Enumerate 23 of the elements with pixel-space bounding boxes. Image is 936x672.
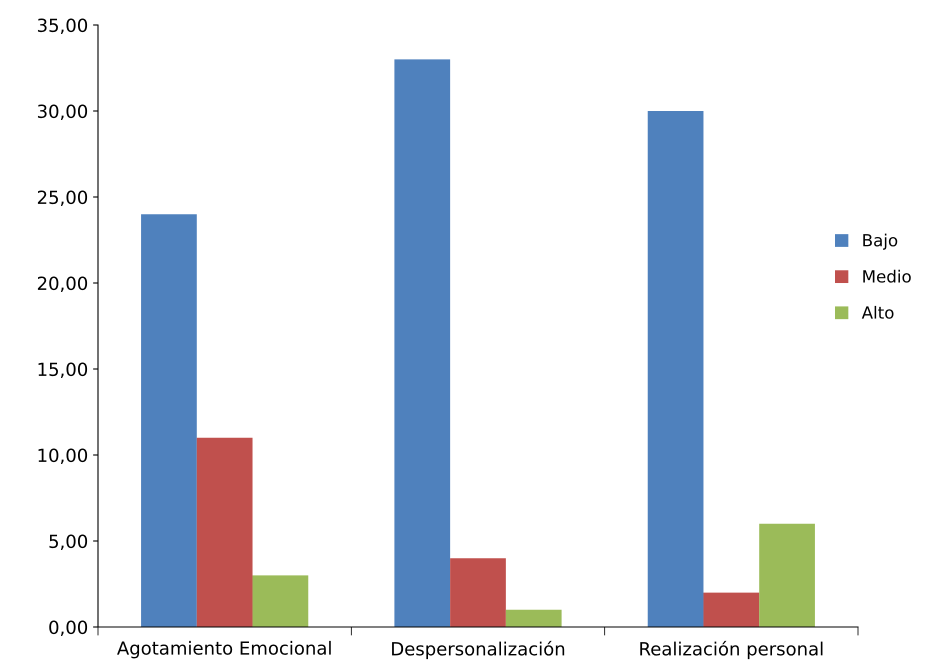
y-tick-label: 25,00 (38, 190, 88, 206)
bar (450, 558, 506, 627)
legend-label: Medio (863, 270, 911, 283)
y-tick-label: 35,00 (38, 18, 88, 34)
legend-label: Bajo (863, 234, 898, 250)
bar (196, 438, 253, 627)
y-tick-label: 5,00 (49, 534, 88, 550)
bar (648, 111, 704, 627)
y-tick-label: 30,00 (38, 104, 88, 120)
bar (394, 59, 450, 627)
y-tick-label: 20,00 (38, 276, 88, 292)
x-tick-label: Realización personal (640, 640, 822, 660)
bar (506, 610, 562, 627)
legend-label: Alto (862, 306, 894, 319)
y-tick-label: 15,00 (38, 362, 88, 378)
bar (141, 214, 197, 627)
y-tick-label: 0,00 (49, 620, 88, 636)
x-tick-label: Despersonalización (392, 640, 564, 660)
x-tick-label: Agotamiento Emocional (117, 640, 331, 658)
bar (759, 524, 815, 627)
bar (252, 575, 308, 627)
bar (703, 592, 760, 627)
y-tick-label: 10,00 (38, 448, 88, 464)
